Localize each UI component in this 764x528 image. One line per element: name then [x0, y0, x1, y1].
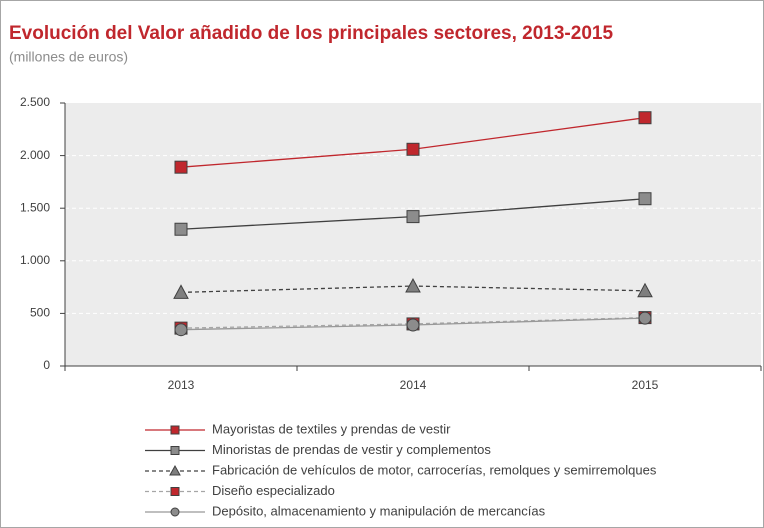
marker — [406, 318, 420, 332]
marker — [638, 311, 652, 325]
marker — [174, 323, 188, 337]
y-tick-label: 2.500 — [20, 95, 50, 109]
marker — [170, 425, 180, 435]
marker — [170, 507, 180, 517]
x-tick-label: 2013 — [168, 378, 195, 392]
marker — [405, 277, 421, 293]
marker — [406, 210, 420, 224]
marker — [406, 142, 420, 156]
x-tick-label: 2015 — [632, 378, 659, 392]
marker — [174, 222, 188, 236]
chart-title: Evolución del Valor añadido de los princ… — [9, 23, 613, 44]
marker — [170, 446, 180, 455]
y-tick-label: 1.500 — [20, 200, 50, 214]
legend-label: Depósito, almacenamiento y manipulación … — [212, 503, 546, 518]
legend-label: Minoristas de prendas de vestir y comple… — [212, 442, 491, 457]
marker — [638, 192, 652, 206]
legend-label: Fabricación de vehículos de motor, carro… — [212, 462, 657, 477]
marker — [174, 160, 188, 174]
y-tick-label: 500 — [30, 306, 50, 320]
marker — [170, 487, 180, 496]
y-tick-label: 2.000 — [20, 148, 50, 162]
marker — [638, 111, 652, 125]
y-tick-label: 0 — [43, 358, 50, 372]
marker — [173, 284, 189, 299]
marker — [637, 282, 653, 298]
chart-subtitle: (millones de euros) — [9, 49, 128, 65]
y-tick-label: 1.000 — [20, 253, 50, 267]
marker — [169, 464, 181, 476]
legend-label: Mayoristas de textiles y prendas de vest… — [212, 421, 451, 436]
legend-label: Diseño especializado — [212, 483, 335, 498]
x-tick-label: 2014 — [400, 378, 427, 392]
